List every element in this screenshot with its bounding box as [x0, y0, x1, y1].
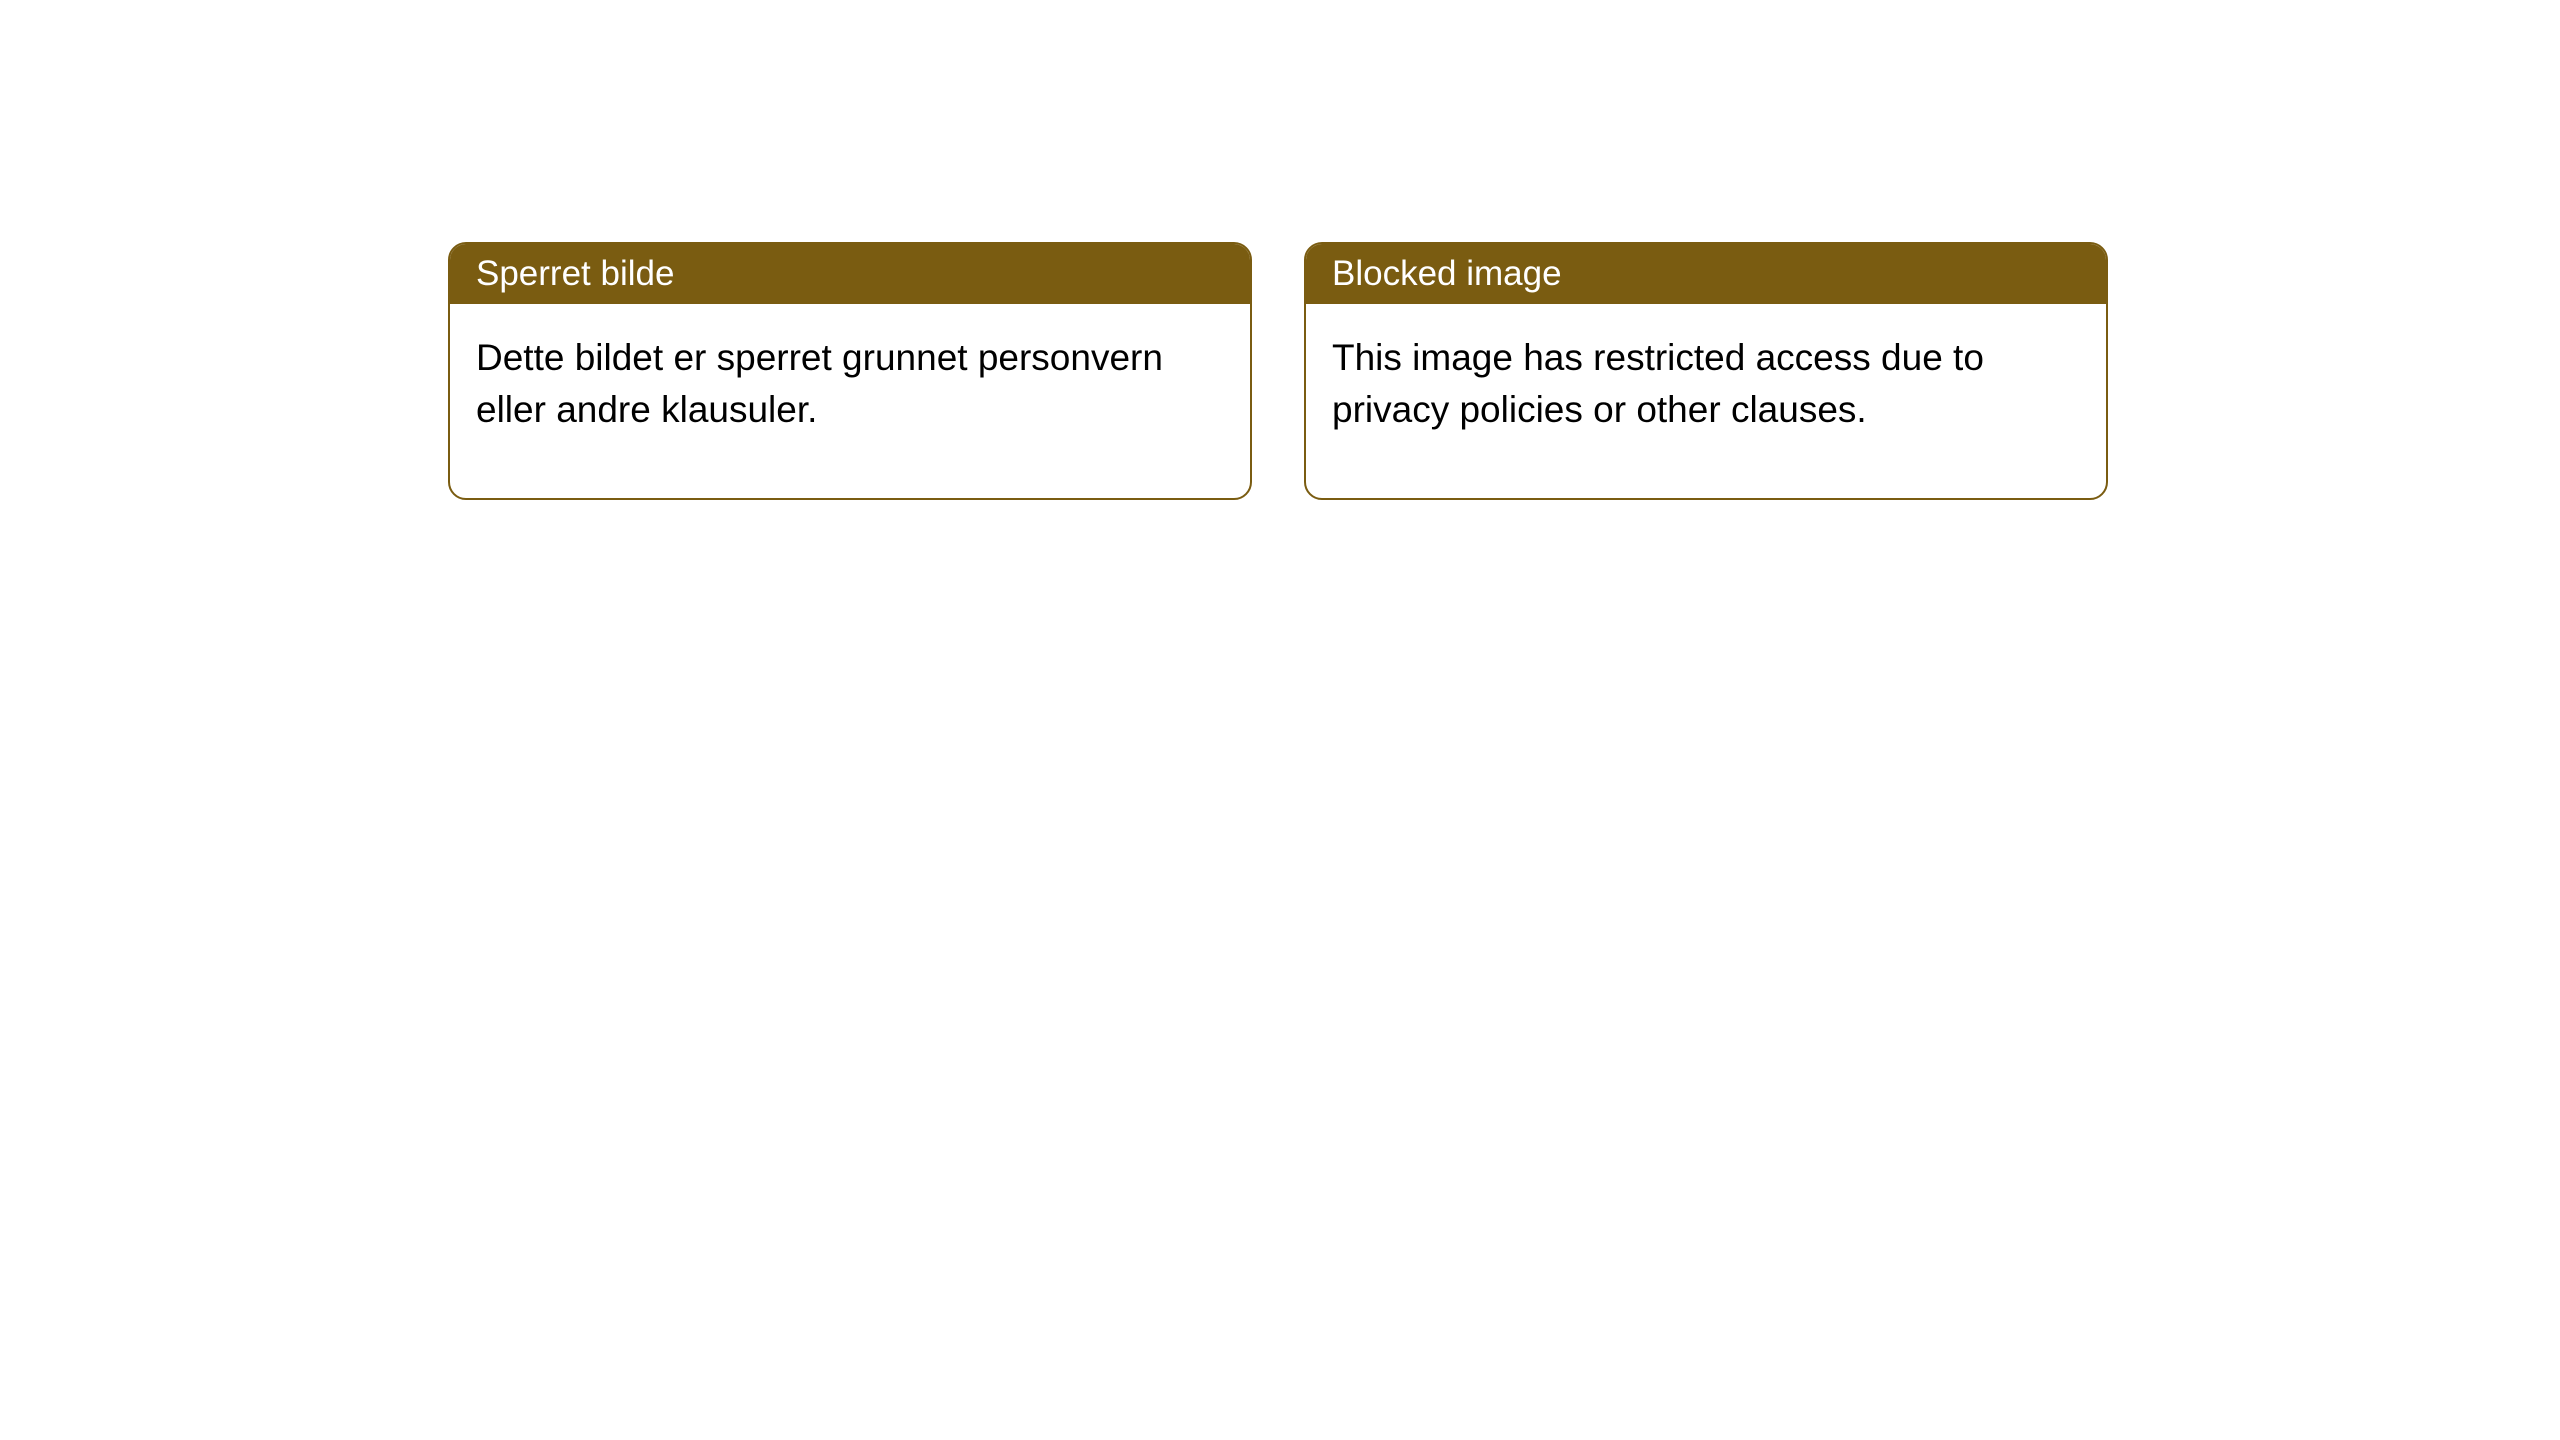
notice-title-english: Blocked image	[1306, 244, 2106, 304]
notice-body-english: This image has restricted access due to …	[1306, 304, 2106, 498]
notice-box-norwegian: Sperret bilde Dette bildet er sperret gr…	[448, 242, 1252, 500]
notice-container: Sperret bilde Dette bildet er sperret gr…	[0, 0, 2560, 500]
notice-title-norwegian: Sperret bilde	[450, 244, 1250, 304]
notice-body-norwegian: Dette bildet er sperret grunnet personve…	[450, 304, 1250, 498]
notice-box-english: Blocked image This image has restricted …	[1304, 242, 2108, 500]
